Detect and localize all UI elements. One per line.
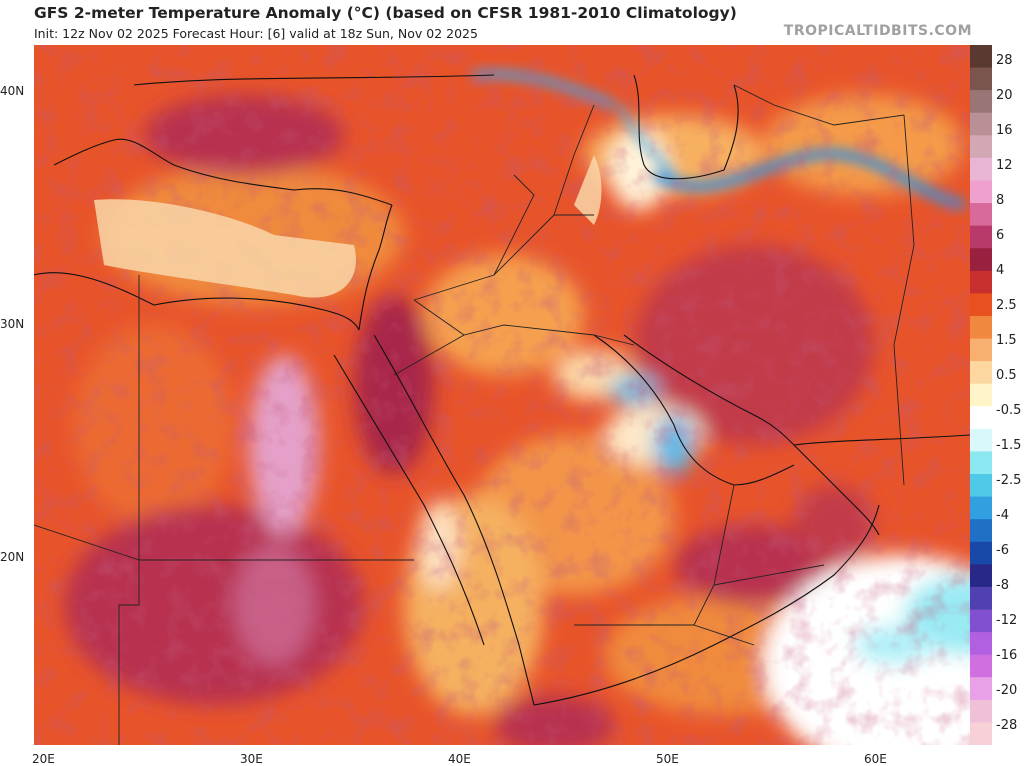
colorbar-tick-label: 12 (996, 158, 1013, 173)
colorbar-swatch (970, 677, 992, 701)
colorbar-swatch (970, 722, 992, 745)
coastlines-and-borders (34, 74, 970, 706)
colorbar-swatch (970, 180, 992, 204)
site-brand: TROPICALTIDBITS.COM (783, 23, 972, 39)
colorbar-swatch (970, 654, 992, 678)
colorbar-swatch (970, 293, 992, 317)
colorbar-swatch (970, 496, 992, 520)
colorbar-swatch (970, 564, 992, 588)
colorbar-tick-label: 1.5 (996, 333, 1017, 348)
colorbar-swatch (970, 519, 992, 543)
colorbar-swatch (970, 699, 992, 724)
colorbar-swatch (970, 609, 992, 633)
colorbar-swatch (970, 135, 992, 159)
colorbar-tick-label: 20 (996, 88, 1013, 103)
colorbar-tick-label: -1.5 (996, 438, 1022, 453)
colorbar (970, 45, 992, 745)
colorbar-swatch (970, 90, 992, 114)
colorbar-tick-label: -2.5 (996, 473, 1022, 488)
forecast-info: Init: 12z Nov 02 2025 Forecast Hour: [6]… (34, 26, 478, 41)
colorbar-swatch (970, 451, 992, 475)
colorbar-tick-label: -8 (996, 578, 1009, 593)
colorbar-swatch (970, 112, 992, 136)
colorbar-tick-label: -12 (996, 613, 1018, 628)
colorbar-swatch (970, 361, 992, 385)
colorbar-swatch (970, 541, 992, 565)
colorbar-tick-label: 16 (996, 123, 1013, 138)
colorbar-tick-label: -4 (996, 508, 1009, 523)
colorbar-tick-label: 28 (996, 53, 1013, 68)
colorbar-swatch (970, 248, 992, 272)
colorbar-tick-label: 8 (996, 193, 1005, 208)
anomaly-texture (34, 45, 970, 745)
latitude-tick-label: 30N (0, 317, 25, 331)
colorbar-tick-label: -6 (996, 543, 1009, 558)
map-title: GFS 2-meter Temperature Anomaly (°C) (ba… (34, 4, 737, 22)
colorbar-swatch (970, 67, 992, 91)
longitude-tick-label: 40E (448, 752, 471, 766)
colorbar-swatch (970, 45, 992, 69)
colorbar-swatch (970, 474, 992, 498)
colorbar-swatch (970, 383, 992, 407)
colorbar-swatch (970, 225, 992, 249)
colorbar-tick-label: -20 (996, 683, 1018, 698)
colorbar-tick-label: 6 (996, 228, 1005, 243)
longitude-tick-label: 50E (656, 752, 679, 766)
colorbar-tick-label: -16 (996, 648, 1018, 663)
colorbar-tick-label: -28 (996, 718, 1018, 733)
longitude-tick-label: 60E (864, 752, 887, 766)
colorbar-swatch (970, 157, 992, 182)
temperature-anomaly-map (34, 45, 970, 745)
colorbar-tick-label: 0.5 (996, 368, 1017, 383)
longitude-tick-label: 20E (32, 752, 55, 766)
colorbar-swatch (970, 586, 992, 611)
colorbar-swatch (970, 270, 992, 294)
longitude-tick-label: 30E (240, 752, 263, 766)
country-borders (34, 84, 915, 745)
sea-areas (94, 155, 602, 298)
colorbar-swatch (970, 406, 992, 430)
colorbar-swatch (970, 203, 992, 227)
colorbar-tick-label: 4 (996, 263, 1005, 278)
colorbar-swatch (970, 315, 992, 340)
colorbar-tick-label: -0.5 (996, 403, 1022, 418)
latitude-tick-label: 40N (0, 83, 25, 98)
colorbar-swatch (970, 428, 992, 453)
colorbar-tick-label: 2.5 (996, 298, 1017, 313)
colorbar-swatch (970, 632, 992, 656)
colorbar-swatch (970, 338, 992, 362)
latitude-tick-label: 20N (0, 550, 25, 565)
